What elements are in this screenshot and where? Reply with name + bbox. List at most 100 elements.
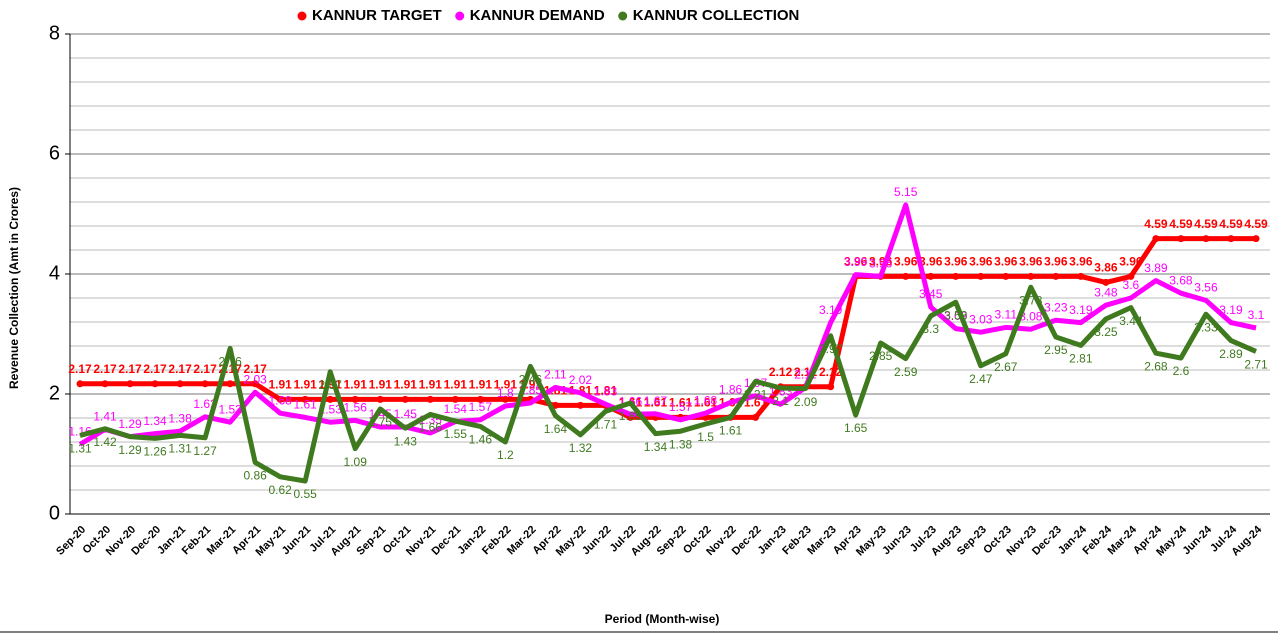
- data-label: 1.31: [68, 442, 92, 456]
- data-label: 2.95: [1044, 343, 1068, 357]
- data-label: 1.2: [497, 448, 514, 462]
- data-label: 3.96: [1119, 255, 1143, 269]
- data-label: 0.62: [268, 483, 292, 497]
- data-label: 1.91: [494, 378, 518, 392]
- x-tick-label: Sep-20: [54, 524, 88, 558]
- point: [201, 380, 209, 388]
- point: [1252, 235, 1260, 243]
- data-label: 1.75: [369, 415, 393, 429]
- data-label: 0.55: [294, 487, 318, 501]
- data-label: 1.31: [168, 442, 192, 456]
- data-label: 2.47: [969, 372, 993, 386]
- data-label: 1.38: [669, 437, 693, 451]
- point: [902, 272, 910, 280]
- data-label: 3.96: [969, 255, 993, 269]
- point: [1202, 235, 1210, 243]
- legend-marker: [297, 11, 307, 21]
- data-label: 1.55: [444, 427, 468, 441]
- point: [226, 380, 234, 388]
- data-label: 3.6: [1123, 278, 1140, 292]
- data-label: 2.85: [869, 349, 893, 363]
- data-label: 2.97: [819, 342, 843, 356]
- data-label: 4.59: [1194, 217, 1218, 231]
- data-label: 3.96: [994, 255, 1018, 269]
- data-label: 3.96: [894, 255, 918, 269]
- data-label: 3.53: [944, 308, 968, 322]
- data-label: 2.37: [319, 378, 343, 392]
- data-label: 2.76: [218, 355, 242, 369]
- data-label: 1.91: [369, 378, 393, 392]
- data-label: 2.46: [519, 373, 543, 387]
- data-label: 1.56: [344, 401, 368, 415]
- data-label: 1.65: [844, 421, 868, 435]
- data-label: 2.17: [143, 362, 167, 376]
- data-label: 1.71: [594, 418, 618, 432]
- data-label: 3.33: [1194, 320, 1218, 334]
- data-label: 4.59: [1169, 217, 1193, 231]
- data-label: 2.89: [1219, 347, 1243, 361]
- data-label: 1.29: [118, 417, 142, 431]
- data-label: 3.1: [1248, 308, 1265, 322]
- data-label: 4.59: [1144, 217, 1168, 231]
- data-label: 3.03: [969, 312, 993, 326]
- data-label: 2.11: [544, 368, 567, 382]
- data-label: 3.96: [1044, 255, 1068, 269]
- point: [276, 395, 284, 403]
- data-label: 1.91: [469, 378, 493, 392]
- data-label: 2.03: [243, 372, 267, 386]
- series-line: [79, 284, 1257, 484]
- data-label: 3.96: [1019, 255, 1043, 269]
- data-label: 2.17: [168, 362, 192, 376]
- point: [576, 401, 584, 409]
- data-label: 1.86: [719, 383, 743, 397]
- data-label: 2.12: [819, 365, 843, 379]
- point: [451, 395, 459, 403]
- data-label: 2.12: [769, 365, 793, 379]
- data-label: 1.85: [619, 409, 643, 423]
- data-label: 1.91: [344, 378, 368, 392]
- data-label: 2.6: [1173, 364, 1190, 378]
- legend-label: KANNUR DEMAND: [470, 7, 605, 24]
- point: [151, 380, 159, 388]
- data-label: 1.91: [268, 378, 292, 392]
- data-label: 1.46: [469, 433, 493, 447]
- point: [76, 380, 84, 388]
- data-label: 3.78: [1019, 293, 1043, 307]
- data-label: 2.59: [894, 365, 918, 379]
- data-label: 1.38: [168, 411, 192, 425]
- data-label: 2.17: [68, 362, 92, 376]
- data-label: 3.3: [922, 322, 939, 336]
- y-tick-label: 0: [49, 502, 60, 524]
- data-label: 3.19: [819, 303, 843, 317]
- data-label: 3.19: [1069, 303, 1093, 317]
- data-label: 3.11: [995, 308, 1018, 322]
- point: [101, 380, 109, 388]
- point: [1227, 235, 1235, 243]
- data-label: 1.09: [344, 455, 368, 469]
- point: [1177, 235, 1185, 243]
- data-label: 1.68: [268, 393, 292, 407]
- data-label: 1.91: [419, 378, 443, 392]
- point: [426, 395, 434, 403]
- data-label: 2.17: [93, 362, 117, 376]
- data-label: 2.71: [1244, 358, 1268, 372]
- data-label: 3.56: [1194, 281, 1218, 295]
- data-label: 0.86: [243, 469, 267, 483]
- point: [1127, 272, 1135, 280]
- point: [827, 383, 835, 391]
- data-label: 3.86: [1094, 261, 1118, 275]
- series-line: [78, 202, 1257, 447]
- data-label: 1.29: [118, 443, 142, 457]
- data-label: 1.61: [644, 396, 668, 410]
- data-label: 3.96: [1069, 255, 1093, 269]
- point: [476, 395, 484, 403]
- point: [1027, 272, 1035, 280]
- point: [251, 380, 259, 388]
- data-label: 2.1: [772, 394, 789, 408]
- data-label: 3.99: [844, 255, 868, 269]
- data-label: 1.83: [594, 384, 618, 398]
- legend-label: KANNUR COLLECTION: [633, 7, 800, 24]
- data-label: 3.96: [919, 255, 943, 269]
- data-label: 4.59: [1244, 217, 1268, 231]
